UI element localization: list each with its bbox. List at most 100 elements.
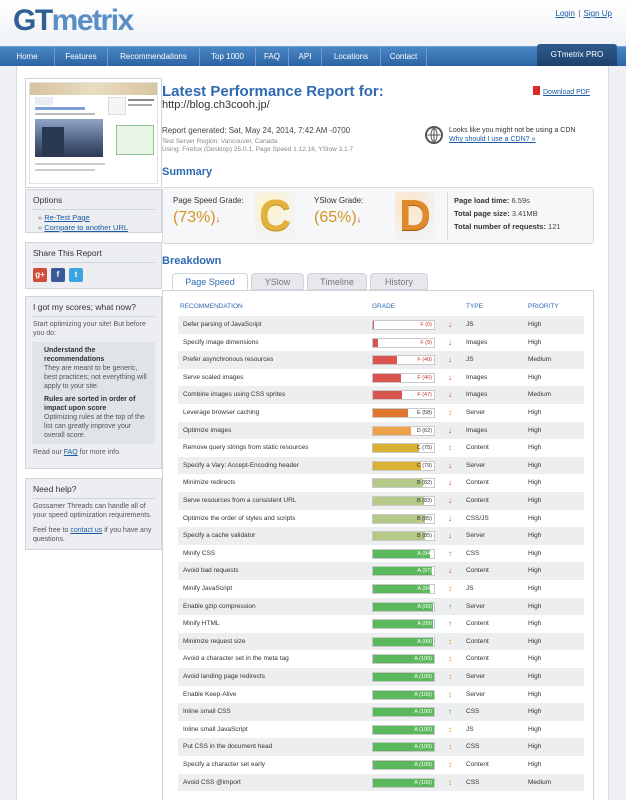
table-row[interactable]: Combine images using CSS sprites F (47) ↓ I… bbox=[178, 386, 584, 404]
table-row[interactable]: Specify image dimensions F (9) ↓ Images High bbox=[178, 334, 584, 352]
grade-bar-fill bbox=[373, 585, 431, 593]
table-row[interactable]: Optimize images D (62) ↓ Images High bbox=[178, 421, 584, 440]
recommendation-name[interactable]: Serve scaled images bbox=[183, 373, 244, 381]
priority-cell: High bbox=[528, 497, 542, 504]
up-down-arrow-icon: ↕ bbox=[448, 636, 452, 646]
recommendation-name[interactable]: Avoid CSS @import bbox=[183, 778, 241, 786]
google-plus-icon[interactable]: g+ bbox=[33, 268, 47, 282]
recommendation-name[interactable]: Avoid a character set in the meta tag bbox=[183, 655, 289, 663]
table-row[interactable]: Optimize the order of styles and scripts… bbox=[178, 510, 584, 528]
contact-line: Feel free to contact us if you have any … bbox=[33, 527, 152, 543]
recommendation-name[interactable]: Enable gzip compression bbox=[183, 602, 256, 610]
tab-page-speed[interactable]: Page Speed bbox=[172, 273, 248, 291]
recommendation-name[interactable]: Put CSS in the document head bbox=[183, 743, 273, 751]
recommendation-name[interactable]: Prefer asynchronous resources bbox=[183, 356, 274, 364]
nav-contact[interactable]: Contact bbox=[381, 47, 427, 66]
facebook-icon[interactable]: f bbox=[51, 268, 65, 282]
grade-label: A (97) bbox=[417, 568, 432, 575]
recommendation-name[interactable]: Defer parsing of JavaScript bbox=[183, 321, 262, 328]
priority-cell: High bbox=[528, 708, 542, 716]
table-row[interactable]: Remove query strings from static resourc… bbox=[178, 439, 584, 457]
type-cell: Content bbox=[466, 620, 489, 628]
recommendation-name[interactable]: Inline small CSS bbox=[183, 708, 231, 716]
table-row[interactable]: Serve resources from a consistent URL B (… bbox=[178, 492, 584, 510]
recommendation-name[interactable]: Serve resources from a consistent URL bbox=[183, 497, 297, 504]
table-row[interactable]: Minimize redirects B (82) ↓ Content High bbox=[178, 474, 584, 492]
recommendation-name[interactable]: Minify JavaScript bbox=[183, 585, 233, 592]
col-priority[interactable]: PRIORITY bbox=[528, 303, 559, 310]
table-row[interactable]: Enable Keep-Alive A (100) ↕ Server High bbox=[178, 686, 584, 704]
gtmetrix-logo[interactable]: GTmetrix bbox=[13, 4, 134, 37]
grade-bar-fill bbox=[373, 673, 434, 681]
table-row[interactable]: Put CSS in the document head A (100) ↕ CSS H… bbox=[178, 738, 584, 756]
table-row[interactable]: Prefer asynchronous resources F (40) ↓ JS Me… bbox=[178, 351, 584, 369]
col-type[interactable]: TYPE bbox=[466, 303, 483, 310]
grade-bar: A (100) bbox=[372, 654, 435, 665]
table-row[interactable]: Leverage browser caching E (58) ↕ Server Hig… bbox=[178, 404, 584, 422]
recommendation-name[interactable]: Specify image dimensions bbox=[183, 338, 259, 346]
nav-api[interactable]: API bbox=[289, 47, 322, 66]
recommendation-name[interactable]: Leverage browser caching bbox=[183, 409, 260, 416]
recommendation-name[interactable]: Minimize redirects bbox=[183, 479, 236, 487]
recommendation-name[interactable]: Inline small JavaScript bbox=[183, 725, 248, 733]
table-row[interactable]: Specify a cache validator B (85) ↓ Server Hi… bbox=[178, 527, 584, 545]
recommendation-name[interactable]: Specify a Vary: Accept-Encoding header bbox=[183, 461, 299, 469]
type-cell: CSS/JS bbox=[466, 514, 489, 522]
table-row[interactable]: Avoid CSS @import A (100) ↕ CSS Medium bbox=[178, 773, 584, 792]
nav-recommendations[interactable]: Recommendations bbox=[108, 47, 200, 66]
table-row[interactable]: Defer parsing of JavaScript F (0) ↓ JS High bbox=[178, 316, 584, 334]
recommendation-name[interactable]: Avoid bad requests bbox=[183, 567, 239, 575]
table-row[interactable]: Minify CSS A (94) ↑ CSS High bbox=[178, 545, 584, 563]
grade-label: B (82) bbox=[417, 480, 432, 487]
recommendation-name[interactable]: Minify HTML bbox=[183, 620, 220, 628]
table-row[interactable]: Inline small JavaScript A (100) ↕ JS High bbox=[178, 721, 584, 739]
tab-timeline[interactable]: Timeline bbox=[307, 273, 367, 290]
tab-yslow[interactable]: YSlow bbox=[251, 273, 304, 290]
recommendation-name[interactable]: Enable Keep-Alive bbox=[183, 690, 237, 698]
retest-page-link[interactable]: Re-Test Page bbox=[44, 213, 90, 222]
table-row[interactable]: Serve scaled images F (46) ↓ Images High bbox=[178, 369, 584, 387]
col-recommendation[interactable]: RECOMMENDATION bbox=[180, 303, 243, 310]
table-row[interactable]: Inline small CSS A (100) ↑ CSS High bbox=[178, 703, 584, 721]
download-pdf[interactable]: Download PDF bbox=[533, 86, 590, 96]
col-grade[interactable]: GRADE bbox=[372, 303, 396, 310]
table-row[interactable]: Minify HTML A (99) ↑ Content High bbox=[178, 615, 584, 633]
compare-url-link[interactable]: Compare to another URL bbox=[44, 223, 129, 232]
nav-gtmetrix-pro[interactable]: GTmetrix PRO bbox=[537, 44, 617, 66]
table-row[interactable]: Specify a character set early A (100) ↕ Con… bbox=[178, 756, 584, 774]
recommendation-name[interactable]: Specify a character set early bbox=[183, 761, 266, 768]
table-row[interactable]: Specify a Vary: Accept-Encoding header C … bbox=[178, 456, 584, 475]
nav-home[interactable]: Home bbox=[0, 47, 55, 66]
signup-link[interactable]: Sign Up bbox=[583, 9, 612, 18]
faq-link[interactable]: FAQ bbox=[63, 449, 78, 456]
nav-locations[interactable]: Locations bbox=[322, 47, 381, 66]
nav-faq[interactable]: FAQ bbox=[256, 47, 289, 66]
recommendation-name[interactable]: Minify CSS bbox=[183, 549, 216, 557]
table-row[interactable]: Avoid bad requests A (97) ↓ Content High bbox=[178, 562, 584, 580]
why-cdn-link[interactable]: Why should I use a CDN? » bbox=[449, 136, 536, 143]
recommendation-name[interactable]: Remove query strings from static resourc… bbox=[183, 444, 309, 452]
contact-us-link[interactable]: contact us bbox=[70, 527, 103, 534]
recommendation-name[interactable]: Combine images using CSS sprites bbox=[183, 391, 286, 399]
download-pdf-link[interactable]: Download PDF bbox=[543, 89, 591, 96]
report-url: http://blog.ch3cooh.jp/ bbox=[162, 99, 270, 111]
table-row[interactable]: Avoid a character set in the meta tag A (… bbox=[178, 650, 584, 668]
table-row[interactable]: Minimize request size A (99) ↕ Content High bbox=[178, 632, 584, 651]
grade-bar: B (83) bbox=[372, 496, 435, 506]
grade-bar: F (40) bbox=[372, 355, 435, 366]
tab-history[interactable]: History bbox=[370, 273, 428, 290]
recommendation-name[interactable]: Specify a cache validator bbox=[183, 532, 256, 540]
recommendation-name[interactable]: Optimize images bbox=[183, 426, 232, 434]
nav-top-1000[interactable]: Top 1000 bbox=[200, 47, 256, 66]
table-row[interactable]: Minify JavaScript A (94) ↕ JS High bbox=[178, 580, 584, 598]
nav-features[interactable]: Features bbox=[55, 47, 108, 66]
twitter-icon[interactable]: t bbox=[69, 268, 83, 282]
recommendation-name[interactable]: Minimize request size bbox=[183, 637, 246, 645]
table-row[interactable]: Avoid landing page redirects A (100) ↕ Serv… bbox=[178, 668, 584, 686]
recommendation-name[interactable]: Avoid landing page redirects bbox=[183, 673, 265, 680]
grade-label: D (62) bbox=[416, 427, 432, 434]
recommendation-name[interactable]: Optimize the order of styles and scripts bbox=[183, 514, 296, 522]
login-link[interactable]: Login bbox=[555, 9, 575, 18]
grade-bar: A (97) bbox=[372, 566, 435, 577]
table-row[interactable]: Enable gzip compression A (99) ↑ Server High bbox=[178, 597, 584, 616]
